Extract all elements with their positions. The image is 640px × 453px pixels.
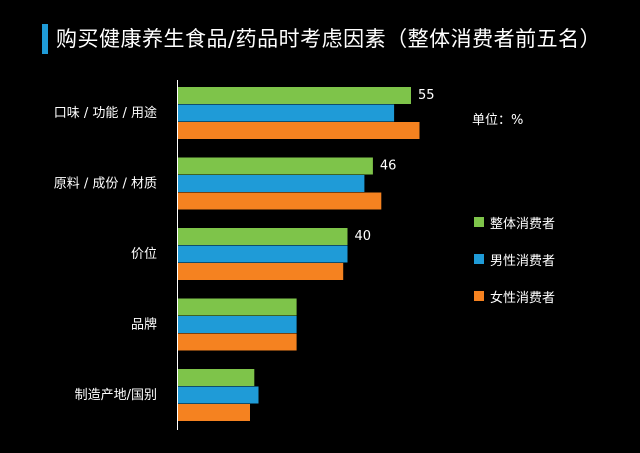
bar-2-2	[178, 263, 344, 280]
data-label-2: 40	[354, 229, 371, 244]
legend-item-female: 女性消费者	[474, 286, 555, 306]
legend-label-male: 男性消费者	[490, 253, 556, 269]
category-label-4: 制造产地/国别	[75, 388, 157, 403]
unit-label: 单位：%	[472, 113, 524, 128]
bar-4-0	[178, 369, 255, 386]
data-label-0: 55	[418, 88, 435, 103]
legend-item-male: 男性消费者	[474, 249, 555, 269]
bar-0-1	[178, 104, 395, 122]
bar-1-0	[178, 157, 373, 175]
legend-label-overall: 整体消费者	[490, 216, 556, 232]
chart-title: 购买健康养生食品/药品时考虑因素（整体消费者前五名）	[56, 27, 602, 51]
bar-0-2	[178, 122, 420, 139]
data-label-1: 46	[380, 159, 397, 174]
bar-4-1	[178, 386, 259, 404]
legend-swatch-female	[474, 291, 484, 301]
category-label-3: 品牌	[131, 317, 157, 333]
legend-item-overall: 整体消费者	[474, 212, 555, 232]
bar-2-1	[178, 245, 348, 263]
bar-3-2	[178, 333, 297, 351]
bars-group	[178, 87, 420, 421]
bar-4-2	[178, 404, 250, 421]
labels-group: 55 口味 / 功能 / 用途 46 原料 / 成份 / 材质 40 价位品牌制造产地/国…	[54, 88, 435, 403]
bar-1-1	[178, 175, 365, 192]
category-label-1: 原料 / 成份 / 材质	[54, 177, 157, 192]
bar-2-0	[178, 228, 348, 245]
category-label-2: 价位	[131, 247, 157, 262]
legend: 整体消费者 男性消费者 女性消费者	[474, 212, 555, 323]
title-accent-bar	[42, 24, 48, 54]
category-label-0: 口味 / 功能 / 用途	[54, 105, 157, 121]
bar-3-0	[178, 298, 297, 316]
bar-0-0	[178, 87, 411, 104]
legend-label-female: 女性消费者	[490, 290, 556, 306]
bar-1-2	[178, 192, 382, 210]
bar-3-1	[178, 316, 297, 333]
legend-swatch-overall	[474, 217, 484, 227]
legend-swatch-male	[474, 254, 484, 264]
